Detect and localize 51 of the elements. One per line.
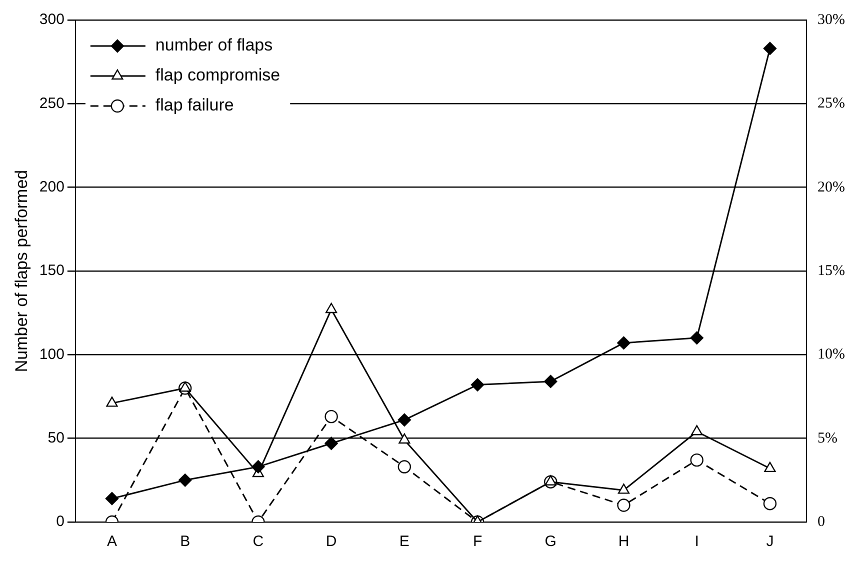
point <box>544 374 558 388</box>
x-tick-label: E <box>399 533 410 550</box>
y2-tick-label: 15% <box>818 262 846 279</box>
y2-tick-label: 20% <box>818 179 846 196</box>
point <box>617 336 630 350</box>
point <box>763 496 777 510</box>
x-tick-label: H <box>618 533 630 550</box>
y-tick-label: 100 <box>39 346 64 363</box>
point <box>398 433 410 444</box>
point <box>618 484 630 494</box>
point <box>544 475 556 486</box>
legend-label: flap failure <box>155 96 234 115</box>
point <box>324 436 338 450</box>
point <box>617 498 630 512</box>
point <box>691 425 703 436</box>
x-tick-label: G <box>544 533 556 550</box>
legend-label: flap compromise <box>155 66 280 85</box>
y-tick-label: 250 <box>39 94 64 112</box>
y-tick-label: 0 <box>56 513 64 530</box>
point <box>470 378 484 392</box>
y2-tick-label: 25% <box>818 96 846 112</box>
point <box>178 474 192 487</box>
point <box>398 413 412 427</box>
y2-tick-label: 10% <box>818 346 846 363</box>
x-tick-label: B <box>180 533 190 550</box>
x-tick-label: C <box>252 533 264 550</box>
x-tick-label: I <box>694 533 699 550</box>
x-tick-label: D <box>326 533 337 550</box>
x-tick-label: F <box>472 533 482 550</box>
point <box>690 331 704 345</box>
point <box>690 453 704 467</box>
y2-tick-label: 0 <box>818 514 826 530</box>
point <box>764 462 776 472</box>
point <box>763 42 777 56</box>
y-tick-label: 150 <box>39 262 64 280</box>
y-tick-label: 200 <box>39 178 64 196</box>
point <box>398 460 412 474</box>
point <box>105 492 119 506</box>
legend-label: number of flaps <box>155 36 273 55</box>
y-tick-label: 300 <box>39 11 64 28</box>
x-tick-label: J <box>766 533 774 550</box>
y-axis-title: Number of flaps performed <box>12 170 31 372</box>
point <box>106 396 118 407</box>
y2-tick-label: 5% <box>818 430 838 446</box>
point <box>324 410 338 424</box>
point <box>326 302 338 314</box>
y-tick-label: 50 <box>48 429 64 446</box>
x-tick-label: A <box>106 533 117 550</box>
point <box>179 382 191 392</box>
y2-tick-label: 30% <box>818 12 846 28</box>
point <box>252 460 265 474</box>
